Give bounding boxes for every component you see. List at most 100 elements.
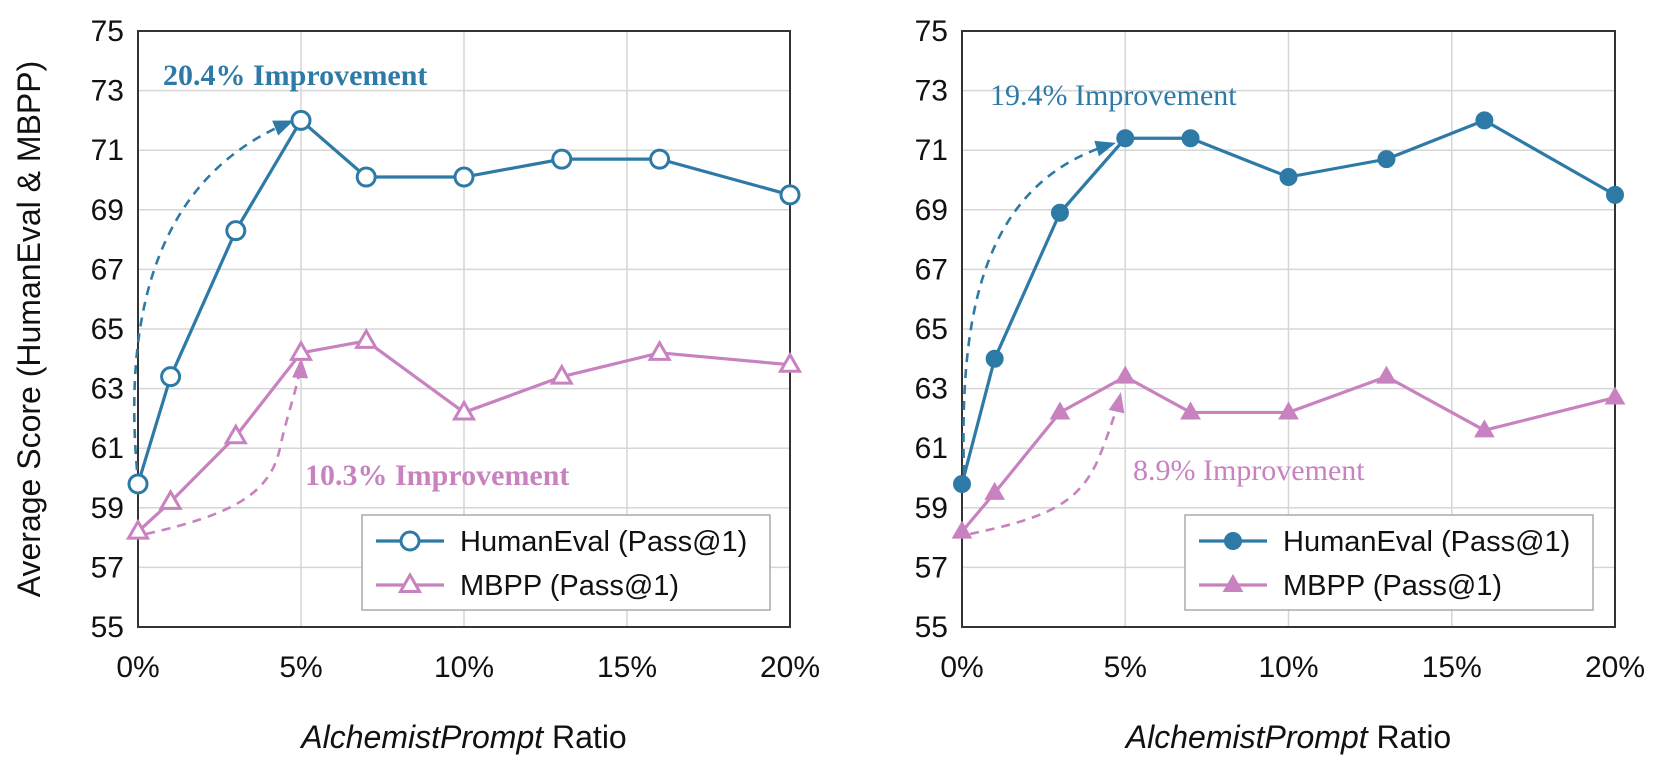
arrow-head <box>292 358 309 379</box>
y-tick-label: 73 <box>91 75 124 108</box>
data-point <box>127 473 149 495</box>
legend-label: HumanEval (Pass@1) <box>460 526 747 558</box>
x-tick-label: 20% <box>1585 651 1645 684</box>
data-point <box>1474 419 1495 438</box>
legend-box <box>1184 514 1594 611</box>
legend-marker <box>399 530 421 552</box>
y-tick-label: 63 <box>91 373 124 406</box>
data-point <box>1606 185 1624 204</box>
data-point <box>1279 168 1298 187</box>
data-point <box>951 520 973 539</box>
improvement-annotation: 19.4% Improvement <box>990 79 1237 112</box>
improvement-arrow <box>145 361 303 536</box>
data-point <box>647 339 672 361</box>
x-axis-title: AlchemistPrompt Ratio <box>1124 719 1451 755</box>
series-humaneval <box>127 109 801 495</box>
y-tick-label: 69 <box>915 194 948 227</box>
y-tick-label: 59 <box>91 492 124 525</box>
y-tick-label: 57 <box>915 551 948 584</box>
data-point <box>1114 365 1136 384</box>
data-point <box>551 148 573 170</box>
data-point <box>777 351 803 373</box>
legend: HumanEval (Pass@1) MBPP (Pass@1) <box>361 514 771 611</box>
series-mbpp <box>951 365 1626 539</box>
y-tick-label: 75 <box>91 15 124 48</box>
data-point <box>984 481 1006 500</box>
data-point <box>1377 150 1396 169</box>
data-point <box>779 184 801 206</box>
data-point <box>985 349 1004 368</box>
data-point <box>288 339 314 361</box>
y-tick-label: 63 <box>915 373 948 406</box>
y-tick-label: 55 <box>91 611 124 644</box>
legend-marker <box>1224 532 1242 550</box>
data-point <box>160 366 182 388</box>
x-tick-label: 0% <box>940 651 983 684</box>
x-tick-label: 20% <box>760 651 820 684</box>
x-tick-label: 0% <box>116 651 159 684</box>
y-tick-label: 61 <box>915 432 948 465</box>
y-tick-label: 67 <box>91 253 124 286</box>
y-tick-label: 65 <box>915 313 948 346</box>
y-tick-label: 75 <box>915 15 948 48</box>
x-tick-label: 5% <box>279 651 322 684</box>
x-tick-label: 5% <box>1104 651 1147 684</box>
legend-marker <box>1222 573 1244 592</box>
x-tick-label: 15% <box>1422 651 1482 684</box>
data-point <box>649 148 671 170</box>
legend-box <box>361 514 771 611</box>
data-point <box>451 399 477 421</box>
data-point <box>225 220 247 242</box>
legend-label: HumanEval (Pass@1) <box>1283 526 1570 558</box>
x-tick-label: 15% <box>597 651 657 684</box>
arrow-head <box>1108 392 1125 414</box>
y-tick-label: 71 <box>915 134 948 167</box>
series-mbpp <box>125 327 803 540</box>
plot-frame <box>137 30 791 628</box>
data-point <box>953 474 971 493</box>
legend-label: MBPP (Pass@1) <box>460 570 679 602</box>
y-axis-title: Average Score (HumanEval & MBPP) <box>11 61 47 598</box>
data-point <box>1116 129 1135 148</box>
improvement-arrow <box>969 395 1122 536</box>
y-tick-label: 67 <box>915 253 948 286</box>
y-tick-label: 65 <box>91 313 124 346</box>
x-tick-label: 10% <box>434 651 494 684</box>
y-tick-label: 61 <box>91 432 124 465</box>
chart-panel-2: 55 57 59 61 63 65 67 69 71 73 75 0% 5% 10% 15% 20% Alche… <box>915 15 1645 755</box>
improvement-arrow <box>962 142 1113 475</box>
y-tick-label: 59 <box>915 492 948 525</box>
data-point <box>1181 129 1200 148</box>
improvement-annotation: 20.4% Improvement <box>163 59 427 92</box>
data-point <box>1180 401 1201 420</box>
data-point <box>1475 111 1494 130</box>
legend-marker <box>397 571 423 593</box>
series-humaneval <box>953 111 1624 493</box>
y-tick-label: 57 <box>91 551 124 584</box>
arrow-head <box>1094 140 1116 157</box>
y-tick-label: 71 <box>91 134 124 167</box>
data-point <box>1604 386 1626 405</box>
data-point <box>290 109 312 131</box>
x-axis-title: AlchemistPrompt Ratio <box>299 719 626 755</box>
data-point <box>355 166 377 188</box>
data-point <box>158 488 183 510</box>
data-point <box>453 166 475 188</box>
x-tick-label: 10% <box>1258 651 1318 684</box>
data-point <box>1376 365 1397 384</box>
data-point <box>1278 401 1299 420</box>
chart-panel-1: 55 57 59 61 63 65 67 69 71 73 75 0% 5% 10% 15% 20% Alche… <box>11 15 820 755</box>
plot-frame <box>961 30 1616 628</box>
improvement-annotation: 8.9% Improvement <box>1133 454 1365 487</box>
y-tick-label: 69 <box>91 194 124 227</box>
legend: HumanEval (Pass@1) MBPP (Pass@1) <box>1184 514 1594 611</box>
improvement-annotation: 10.3% Improvement <box>305 459 569 492</box>
legend-label: MBPP (Pass@1) <box>1283 570 1502 602</box>
data-point <box>354 327 379 349</box>
data-point <box>223 423 248 445</box>
y-tick-label: 73 <box>915 75 948 108</box>
data-point <box>1050 203 1069 222</box>
y-tick-label: 55 <box>915 611 948 644</box>
arrow-head <box>272 120 294 136</box>
data-point <box>1049 401 1071 420</box>
